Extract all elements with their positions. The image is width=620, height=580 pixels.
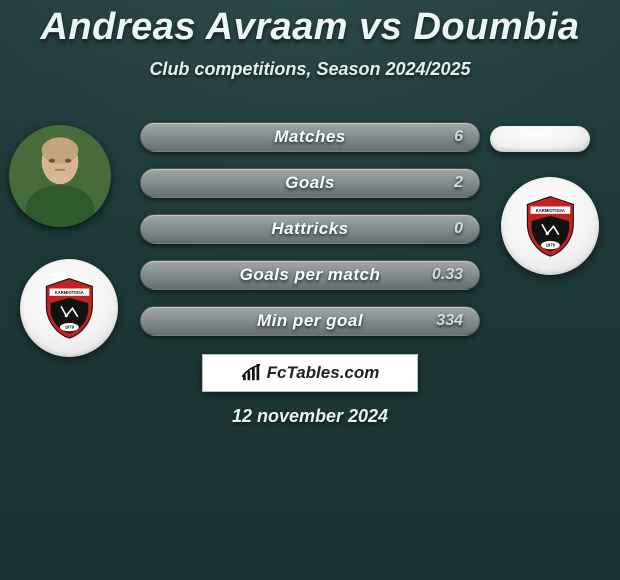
stat-row-goals-per-match: Goals per match 0.33 xyxy=(140,260,480,290)
stat-label: Hattricks xyxy=(141,215,479,243)
club-crest-icon: KARMIOTISSA 1979 xyxy=(519,195,582,258)
brand-logo-text: FcTables.com xyxy=(267,363,380,383)
right-player-avatar xyxy=(490,126,590,152)
page-title: Andreas Avraam vs Doumbia xyxy=(0,0,620,49)
stat-row-goals: Goals 2 xyxy=(140,168,480,198)
subtitle: Club competitions, Season 2024/2025 xyxy=(0,59,620,80)
left-player-avatar xyxy=(9,125,111,227)
stat-right-value: 334 xyxy=(436,307,463,335)
svg-text:KARMIOTISSA: KARMIOTISSA xyxy=(54,290,83,295)
stat-right-value: 0.33 xyxy=(432,261,463,289)
stat-label: Goals xyxy=(141,169,479,197)
club-crest-icon: KARMIOTISSA 1979 xyxy=(38,277,101,340)
date-label: 12 november 2024 xyxy=(0,406,620,427)
stat-row-min-per-goal: Min per goal 334 xyxy=(140,306,480,336)
svg-text:1979: 1979 xyxy=(64,324,74,329)
stat-right-value: 2 xyxy=(454,169,463,197)
stat-row-matches: Matches 6 xyxy=(140,122,480,152)
stats-pill-stack: Matches 6 Goals 2 Hattricks 0 Goals per … xyxy=(140,122,480,352)
stat-row-hattricks: Hattricks 0 xyxy=(140,214,480,244)
svg-text:1979: 1979 xyxy=(545,242,555,247)
stat-label: Goals per match xyxy=(141,261,479,289)
left-club-badge: KARMIOTISSA 1979 xyxy=(20,259,118,357)
stat-label: Matches xyxy=(141,123,479,151)
brand-logo-card[interactable]: FcTables.com xyxy=(202,354,418,392)
stat-right-value: 6 xyxy=(454,123,463,151)
svg-text:KARMIOTISSA: KARMIOTISSA xyxy=(535,208,564,213)
right-club-badge: KARMIOTISSA 1979 xyxy=(501,177,599,275)
stat-right-value: 0 xyxy=(454,215,463,243)
bar-chart-icon xyxy=(241,364,263,382)
player-silhouette-icon xyxy=(9,125,111,227)
stat-label: Min per goal xyxy=(141,307,479,335)
